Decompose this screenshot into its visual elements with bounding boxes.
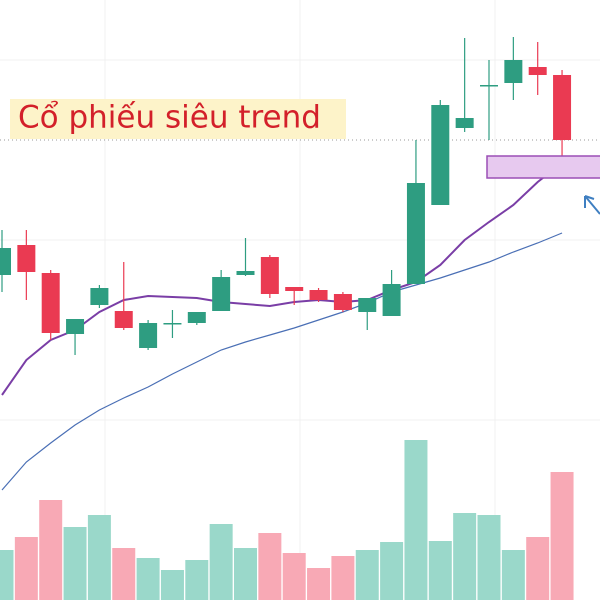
candle-body <box>260 257 279 294</box>
volume-bar <box>331 556 355 600</box>
candle-body <box>455 118 474 128</box>
candle-body <box>139 323 158 348</box>
candle-body <box>358 298 377 312</box>
candle-body <box>309 290 328 300</box>
volume-bar <box>501 550 525 600</box>
moving-average <box>1 232 563 491</box>
arrow <box>584 195 600 215</box>
moving-average <box>1 162 563 396</box>
candle-body <box>41 273 60 333</box>
candle-body <box>66 319 85 334</box>
volume-bar <box>477 515 501 600</box>
candle-body <box>212 277 231 311</box>
volume-bar <box>87 515 111 600</box>
candle-body <box>333 294 352 310</box>
volume-bar <box>428 541 452 600</box>
volume-bar <box>355 550 379 600</box>
volume-bar <box>209 524 233 600</box>
candle-body <box>17 245 36 272</box>
volume-bar <box>550 472 574 600</box>
candle-body <box>236 271 255 275</box>
chart-title: Cổ phiếu siêu trend <box>18 100 321 136</box>
candle-body <box>285 287 304 291</box>
volume-bar <box>526 537 550 600</box>
volume-bar <box>136 558 160 600</box>
candle-body <box>480 85 498 87</box>
candle-body <box>382 284 401 316</box>
candle-body <box>163 323 182 325</box>
candle-body <box>528 67 547 75</box>
volume-bar <box>39 500 63 600</box>
volume-bar <box>63 527 87 600</box>
support-zone <box>486 155 600 179</box>
candle-body <box>90 288 109 305</box>
volume-bar <box>380 542 404 600</box>
candle-body <box>504 60 523 83</box>
candle-body <box>431 105 450 205</box>
candle-body <box>187 312 206 323</box>
plot-area <box>0 37 574 600</box>
volume-bar <box>160 570 184 600</box>
volume-bar <box>234 548 257 600</box>
volume-bar <box>282 553 306 600</box>
candle-body <box>553 75 572 140</box>
candle-body <box>114 311 133 328</box>
candle-body <box>0 248 11 275</box>
volume-bar <box>185 560 209 600</box>
volume-bar <box>258 533 282 600</box>
volume-bar <box>112 548 136 600</box>
volume-bar <box>14 537 38 600</box>
candle-body <box>406 183 425 284</box>
volume-bar <box>307 568 331 600</box>
volume-bar <box>0 550 14 600</box>
volume-bar <box>404 440 428 600</box>
title-box <box>10 99 346 139</box>
volume-bar <box>453 513 477 600</box>
